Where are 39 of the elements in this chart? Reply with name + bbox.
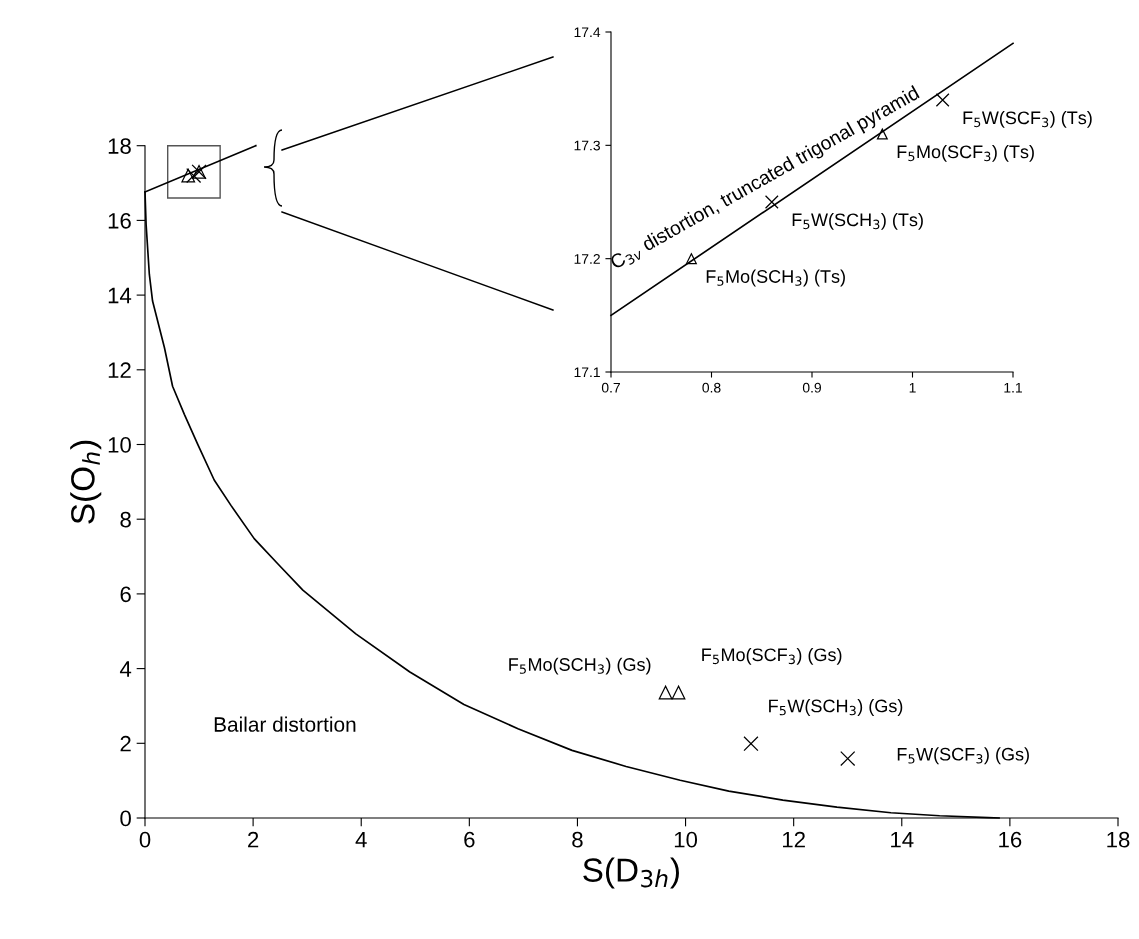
y-tick-label: 14 <box>108 287 132 304</box>
y-axis-title: S(O$_{h}$) <box>70 440 102 524</box>
x-tick-label: 6 <box>464 831 475 848</box>
x-tick-label: 0 <box>139 831 151 848</box>
x-tick-label: 14 <box>891 832 914 848</box>
y-tick-label: 17.2 <box>574 254 600 264</box>
y-tick-label: 10 <box>108 437 131 453</box>
x-tick-label: 10 <box>674 831 698 848</box>
y-tick-label: 17.4 <box>574 27 601 38</box>
annotation: F$_{5}$W(SCF$_{3}$) (Gs) <box>897 747 1029 765</box>
x-tick-label: 0.8 <box>702 382 721 393</box>
x-tick-label: 0.9 <box>802 382 821 393</box>
annotation: F$_{5}$Mo(SCF$_{3}$) (Gs) <box>702 647 842 665</box>
x-tick-label: 2 <box>248 831 259 848</box>
annotation: F$_{5}$Mo(SCH$_{3}$) (Gs) <box>509 657 651 675</box>
annotation: F$_{5}$W(SCF$_{3}$) (Ts) <box>963 110 1092 128</box>
y-tick-label: 2 <box>120 735 131 752</box>
y-tick-label: 16 <box>108 212 131 229</box>
y-tick-label: 17.3 <box>574 140 600 151</box>
y-tick-label: 8 <box>120 511 131 528</box>
y-tick-label: 17.1 <box>574 367 600 378</box>
annotation: F$_{5}$Mo(SCH$_{3}$) (Ts) <box>706 269 845 287</box>
annotation: Bailar distortion <box>214 716 356 732</box>
x-tick-label: 0.7 <box>601 382 620 393</box>
y-tick-label: 4 <box>119 661 132 677</box>
annotation: F$_{5}$W(SCH$_{3}$) (Ts) <box>792 212 923 230</box>
annotation: F$_{5}$W(SCH$_{3}$) (Gs) <box>769 699 903 716</box>
x-tick-label: 1 <box>909 382 916 393</box>
x-tick-label: 4 <box>355 832 367 848</box>
annotation: F$_{5}$Mo(SCF$_{3}$) (Ts) <box>897 144 1034 162</box>
x-tick-label: 1.1 <box>1004 382 1022 393</box>
x-axis-title: S(D$_{3h}$) <box>583 857 679 889</box>
x-tick-label: 12 <box>783 831 805 848</box>
y-tick-label: 6 <box>120 586 131 603</box>
x-tick-label: 18 <box>1107 831 1130 848</box>
y-tick-label: 0 <box>120 810 131 827</box>
y-tick-label: 18 <box>108 138 131 154</box>
y-tick-label: 12 <box>108 362 131 378</box>
x-tick-label: 16 <box>999 831 1022 848</box>
